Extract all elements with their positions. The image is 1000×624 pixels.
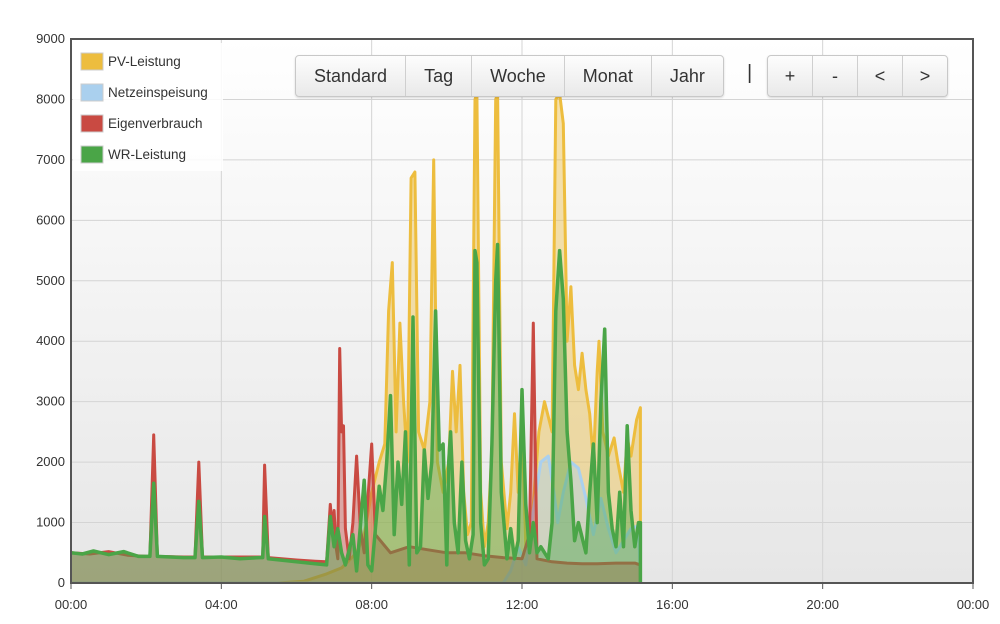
range-button[interactable]: Standard xyxy=(296,56,407,96)
x-tick-label: 16:00 xyxy=(656,597,689,612)
legend[interactable]: PV-Leistung Netzeinspeisung Eigenverbrauch… xyxy=(73,43,223,171)
y-tick-label: 1000 xyxy=(36,515,65,530)
y-tick-label: 8000 xyxy=(36,91,65,106)
nav-button[interactable]: - xyxy=(813,56,858,96)
nav-button[interactable]: > xyxy=(919,65,931,86)
nav-button[interactable]: < xyxy=(858,56,903,96)
legend-label: Netzeinspeisung xyxy=(108,85,208,100)
range-toolbar: Standard Tag Woche Monat Jahr xyxy=(295,55,724,97)
y-axis: 0 1000 2000 3000 4000 5000 6000 7000 8000 9000 xyxy=(36,31,65,590)
nav-button[interactable]: + xyxy=(768,56,813,96)
x-tick-label: 08:00 xyxy=(355,597,388,612)
legend-swatch xyxy=(80,83,104,102)
y-tick-label: 3000 xyxy=(36,394,65,409)
y-tick-label: 6000 xyxy=(36,212,65,227)
x-tick-label: 12:00 xyxy=(506,597,539,612)
legend-label: Eigenverbrauch xyxy=(108,116,203,131)
legend-swatch xyxy=(80,145,104,164)
x-tick-label: 00:00 xyxy=(55,597,88,612)
range-button[interactable]: Jahr xyxy=(669,65,705,86)
legend-label: PV-Leistung xyxy=(108,54,181,69)
range-button[interactable]: Woche xyxy=(472,56,565,96)
toolbar-separator: | xyxy=(747,62,753,84)
y-tick-label: 5000 xyxy=(36,273,65,288)
y-tick-label: 2000 xyxy=(36,454,65,469)
legend-item[interactable]: Netzeinspeisung xyxy=(80,83,208,102)
legend-swatch xyxy=(80,114,104,133)
x-tick-label: 04:00 xyxy=(205,597,238,612)
x-tick-label: 00:00 xyxy=(957,597,990,612)
x-axis: 00:00 04:00 08:00 12:00 16:00 20:00 00:00 xyxy=(55,583,990,612)
x-tick-label: 20:00 xyxy=(806,597,839,612)
range-button[interactable]: Tag xyxy=(406,56,473,96)
series-area-netzeinspeisung xyxy=(71,456,641,583)
series-layer xyxy=(71,91,643,583)
legend-item[interactable]: Eigenverbrauch xyxy=(80,114,203,133)
range-button[interactable]: Monat xyxy=(565,56,652,96)
series-line-wr-leistung xyxy=(71,242,643,583)
nav-toolbar: + - < > xyxy=(767,55,948,97)
y-tick-label: 0 xyxy=(58,575,65,590)
legend-swatch xyxy=(80,52,104,71)
y-tick-label: 4000 xyxy=(36,333,65,348)
y-tick-label: 9000 xyxy=(36,31,65,46)
legend-item[interactable]: PV-Leistung xyxy=(80,52,181,71)
series-area-eigenverbrauch xyxy=(71,323,641,583)
y-tick-label: 7000 xyxy=(36,152,65,167)
legend-item[interactable]: WR-Leistung xyxy=(80,145,186,164)
legend-label: WR-Leistung xyxy=(108,147,186,162)
